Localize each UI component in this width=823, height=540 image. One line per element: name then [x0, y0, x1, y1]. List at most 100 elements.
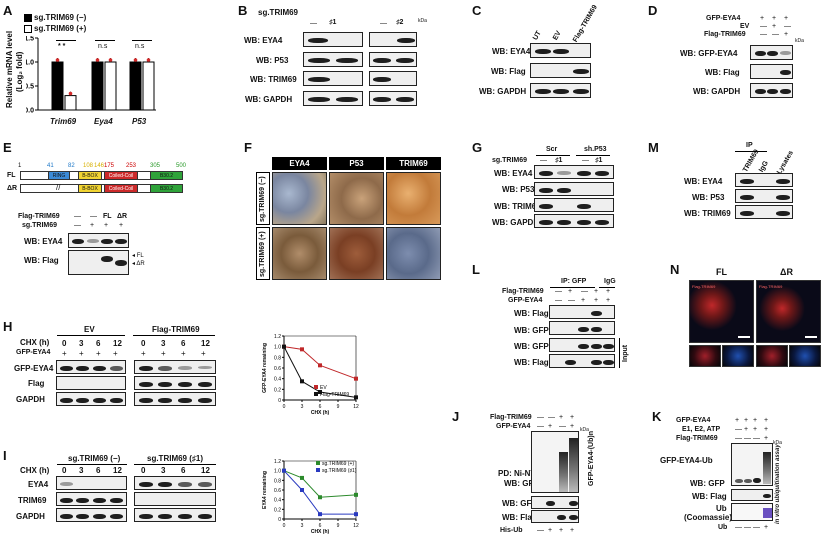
e-blot-eya4: [68, 233, 129, 248]
e-num-82: 82: [68, 163, 75, 169]
k-label-ub: GFP-EYA4-Ub: [660, 456, 713, 465]
e-c14: ΔR: [117, 213, 128, 220]
e-cond-sg: sg.TRIM69: [22, 222, 58, 229]
chart-h: 1.2 1.0 0.8 0.6 0.4 0.2 00 3 6 9 12 CHX (h) GFP-EYA4…: [262, 334, 359, 416]
bar-Trim69-1: [64, 95, 77, 111]
d-row-flag: WB: Flag: [705, 68, 740, 77]
l-cond-flag: Flag-TRIM69: [502, 288, 544, 295]
h-time-5: 3: [161, 339, 166, 348]
series-point: [318, 390, 322, 394]
g-lane1: —: [540, 157, 547, 164]
k-c3-3: +: [764, 435, 769, 442]
legend-label-1: Flag-TRIM69: [320, 392, 349, 398]
panel-label-i: I: [3, 448, 7, 463]
series-point: [318, 363, 322, 368]
i-blot-trim69-pos: [134, 492, 216, 506]
g-lane2: ♯1: [555, 157, 563, 164]
legend-swatch-0: [314, 385, 318, 389]
l-c1-0: —: [555, 288, 562, 295]
ytick-label: 0.6: [274, 366, 281, 372]
e-num-146: 146: [94, 163, 105, 169]
j-hisub: His-Ub: [500, 527, 523, 534]
b-blot-gapdh-b: [369, 91, 417, 106]
e-fl-ring: RING: [48, 171, 70, 180]
ytick-label: 1.2: [274, 459, 281, 465]
j-cond-gfp: GFP-EYA4: [496, 423, 531, 430]
series-point: [300, 475, 304, 480]
panel-label-f: F: [244, 140, 252, 155]
b-row-trim69: WB: TRIM69: [250, 75, 297, 84]
e-num-253: 253: [126, 163, 137, 169]
k-uv-3: +: [764, 524, 769, 531]
xtick-label: 9: [337, 523, 340, 529]
b-blot-p53-a: [303, 52, 363, 67]
g-row-eya4: WB: EYA4: [494, 169, 533, 178]
e-num-500: 500: [176, 163, 187, 169]
b-lane-4: ♯2: [396, 19, 404, 26]
l-blot-gfp2: [549, 338, 615, 352]
legend-swatch-pos: [24, 25, 32, 33]
bar-point: [146, 58, 151, 62]
h-time-6: 6: [181, 339, 186, 348]
m-blot-eya4: [735, 173, 793, 187]
legend-label-1: sg.TRIM69 (♯1): [322, 468, 357, 474]
series-line-1: [283, 470, 356, 515]
m-row-p53: WB: P53: [692, 193, 725, 202]
ytick-label: 0.2: [274, 387, 281, 393]
ytick-label: 0.4: [274, 377, 281, 383]
g-lane4: ♯1: [595, 157, 603, 164]
f-img-p53-pos: [329, 227, 384, 280]
l-row-flag2: WB: Flag: [514, 358, 549, 367]
ytick-label: 0: [278, 517, 281, 523]
d-v23: —: [784, 23, 791, 30]
e-dr-b302: B30.2: [150, 184, 183, 193]
h-plus-2: +: [96, 349, 101, 358]
d-v21: —: [760, 23, 767, 30]
b-blot-gapdh-a: [303, 91, 363, 106]
h-blot-gapdh-flag: [134, 392, 216, 406]
b-lane-2: ♯1: [329, 19, 337, 26]
e-blot-flag: [68, 250, 129, 275]
l-blot-gfp1: [549, 321, 615, 335]
m-blot-p53: [735, 189, 793, 203]
f-img-trim69-pos: [386, 227, 441, 280]
l-ip: IP: GFP: [561, 278, 587, 285]
i-time-7: 12: [201, 466, 210, 475]
n-inset-dr-1: [756, 345, 788, 367]
n-inset-dr-2: [789, 345, 821, 367]
panel-a-ylabel-unit: (Log₂ fold): [15, 51, 24, 92]
legend-label-0: EV: [320, 385, 327, 391]
l-c2-4: +: [606, 297, 611, 304]
k-row-flag: WB: Flag: [692, 492, 727, 501]
e-row-eya4: WB: EYA4: [24, 237, 63, 246]
l-blot-flag1: [549, 305, 615, 319]
e-c23: +: [104, 222, 109, 229]
bar-point: [55, 58, 60, 62]
l-cond-gfp: GFP-EYA4: [508, 297, 543, 304]
h-time-0: 0: [62, 339, 67, 348]
bar-Eya4-0: [91, 61, 104, 111]
b-blot-trim69-a: [303, 71, 363, 86]
xtick-label: 6: [319, 523, 322, 529]
j-cond-flag: Flag-TRIM69: [490, 414, 532, 421]
legend-swatch-neg: [24, 14, 32, 22]
e-arrow-fl: ◂ FL: [132, 253, 144, 259]
k-c2-1: +: [744, 426, 749, 433]
h-blot-flag-flag: [134, 376, 216, 390]
c-lane-ev: EV: [552, 29, 563, 42]
d-v13: +: [784, 15, 789, 22]
legend-neg: sg.TRIM69 (−): [34, 13, 87, 22]
b-kda: kDa: [418, 18, 427, 24]
h-blot-gfp-flag: [134, 360, 216, 374]
ytick-label: 0.4: [274, 498, 281, 504]
sig-p53: n.s: [135, 43, 145, 50]
bar-point: [95, 58, 100, 62]
legend-label-0: sg.TRIM69 (+): [322, 461, 354, 467]
series-point: [282, 344, 286, 349]
i-time-4: 0: [141, 466, 146, 475]
x-axis-label: CHX (h): [311, 410, 330, 416]
j-blot-flag: [531, 510, 579, 523]
f-img-trim69-neg: [386, 172, 441, 225]
f-col-trim69: TRIM69: [386, 157, 441, 170]
l-blot-flag2: [549, 354, 615, 368]
